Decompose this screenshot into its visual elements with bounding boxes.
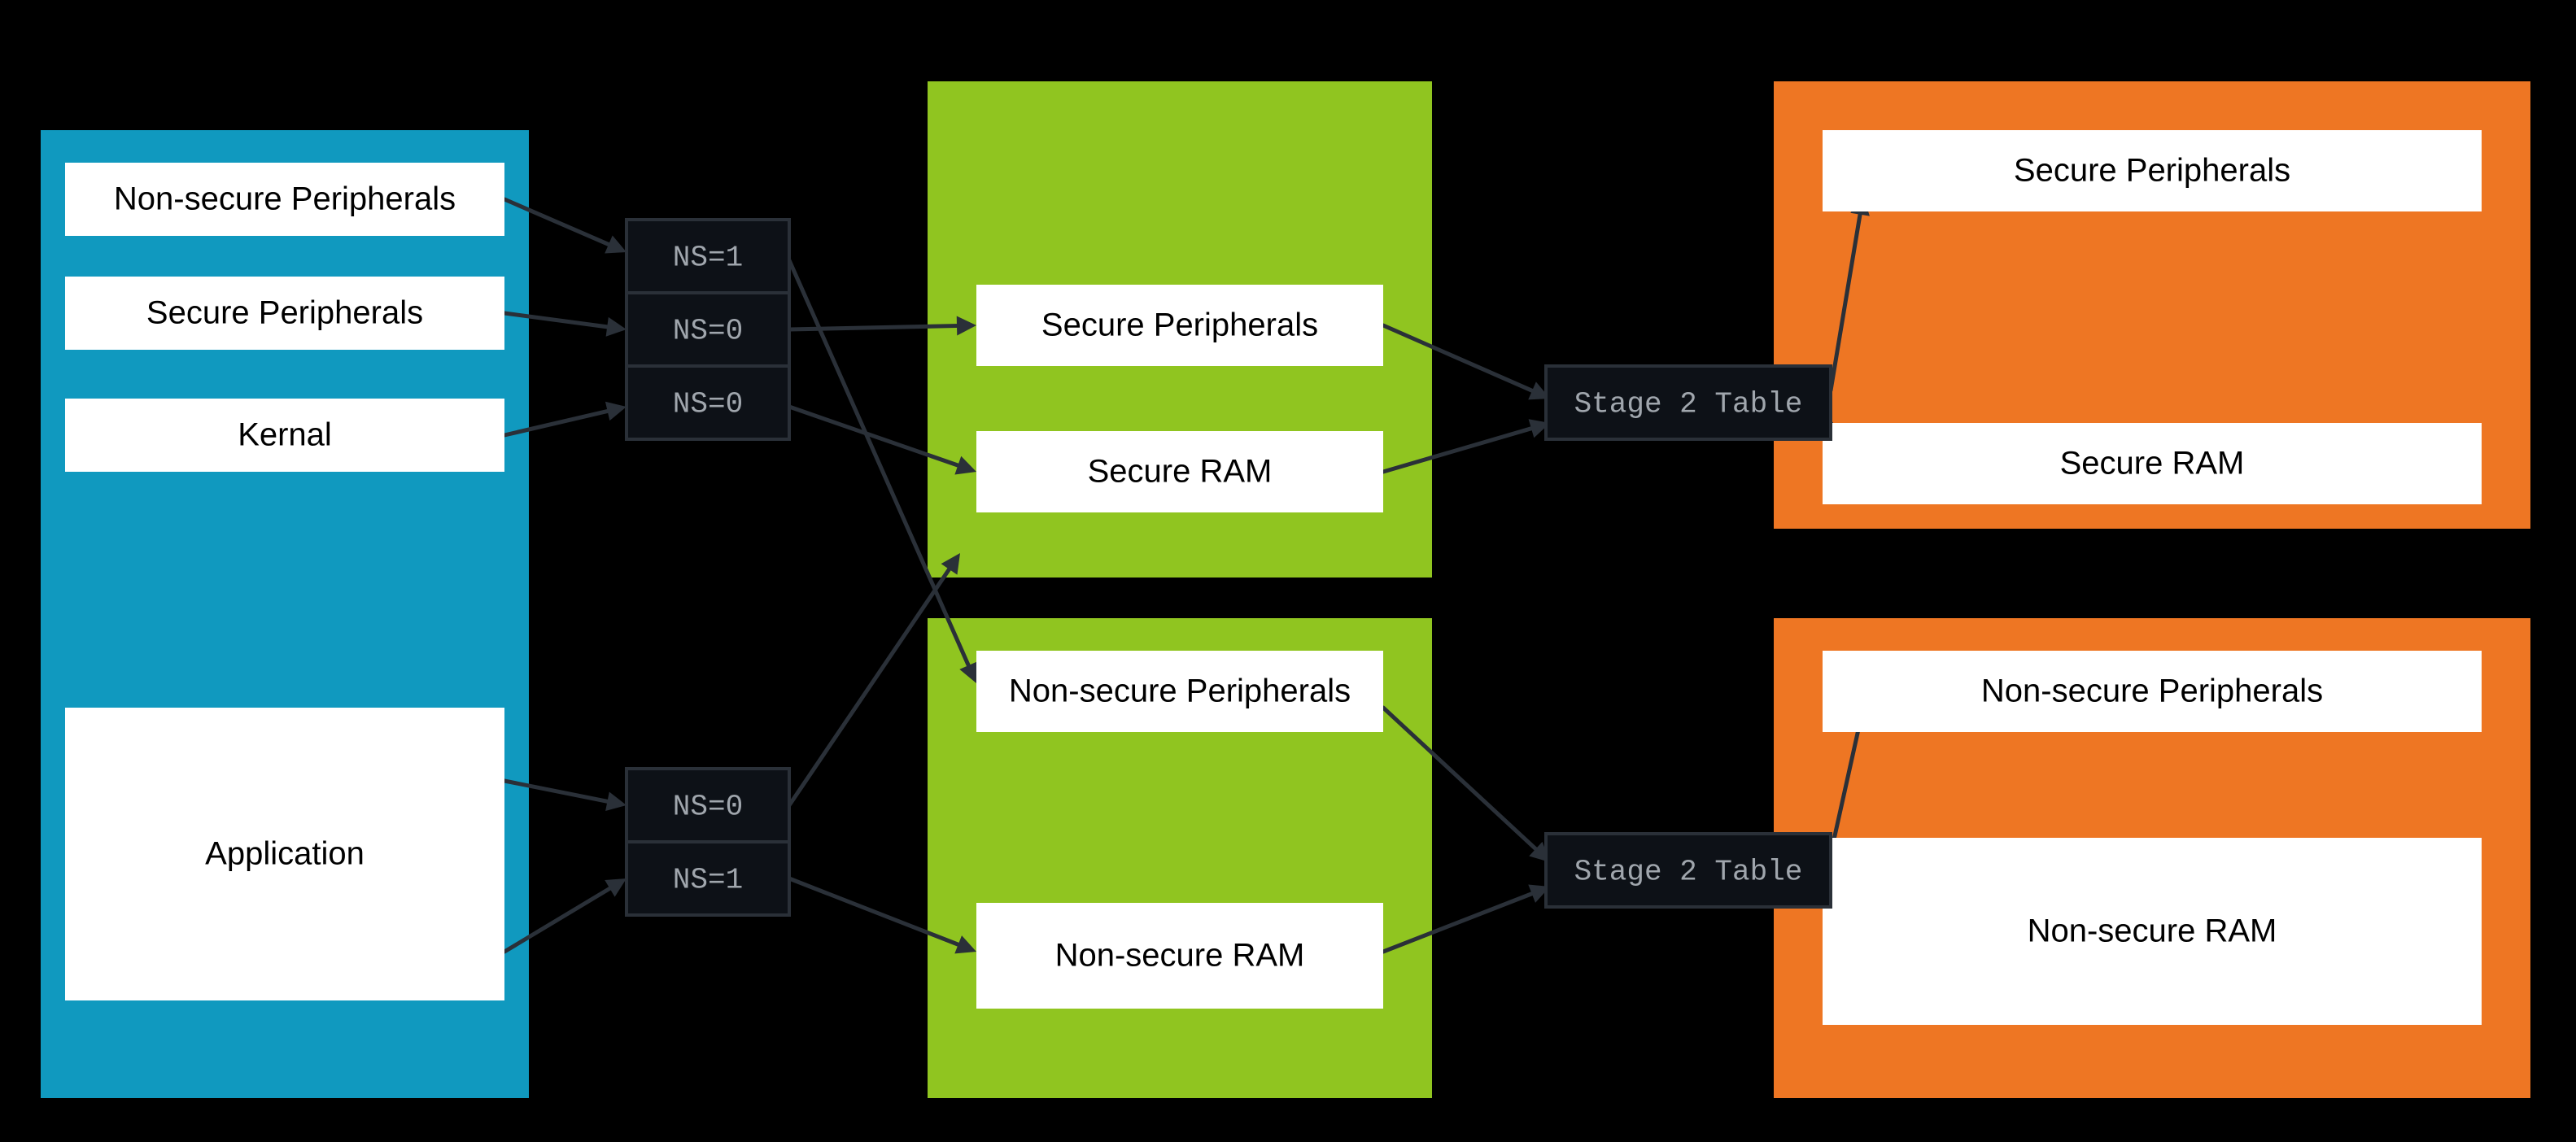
ns-bit-0-bot-label: NS=0 (673, 388, 743, 421)
pa-secure-peripherals-label: Secure Peripherals (2014, 153, 2290, 189)
ns-bit-0-app-top: NS=0 (627, 769, 789, 842)
pa-nonsecure-peripherals-label: Non-secure Peripherals (1981, 673, 2323, 709)
ns-bit-1-top: NS=1 (627, 220, 789, 293)
pa-secure-peripherals: Secure Peripherals (1823, 130, 2482, 211)
src-kernal-label: Kernal (238, 417, 332, 453)
stage2-table-nonsecure-label: Stage 2 Table (1574, 856, 1803, 889)
ns-bit-0-mid: NS=0 (627, 293, 789, 366)
ipa-secure-ram: Secure RAM (976, 431, 1383, 512)
ns-bit-0-bot: NS=0 (627, 366, 789, 439)
ipa-nonsecure-peripherals-label: Non-secure Peripherals (1009, 673, 1351, 709)
ipa-nonsecure-peripherals: Non-secure Peripherals (976, 651, 1383, 732)
src-secure-peripherals: Secure Peripherals (65, 277, 504, 350)
ns-bit-1-app-bot: NS=1 (627, 842, 789, 915)
src-nonsecure-peripherals: Non-secure Peripherals (65, 163, 504, 236)
src-kernal: Kernal (65, 399, 504, 472)
src-secure-peripherals-label: Secure Peripherals (146, 295, 423, 331)
src-application-label: Application (205, 836, 365, 872)
ipa-secure-peripherals-label: Secure Peripherals (1041, 307, 1318, 343)
pa-nonsecure-peripherals: Non-secure Peripherals (1823, 651, 2482, 732)
ns-bit-1-top-label: NS=1 (673, 242, 743, 275)
src-application: Application (65, 708, 504, 1000)
ipa-secure-peripherals: Secure Peripherals (976, 285, 1383, 366)
pa-secure-ram-label: Secure RAM (2060, 446, 2245, 482)
stage2-table-secure: Stage 2 Table (1546, 366, 1831, 439)
pa-nonsecure-ram-label: Non-secure RAM (2028, 913, 2277, 949)
pa-secure-ram: Secure RAM (1823, 423, 2482, 504)
ipa-secure-ram-label: Secure RAM (1088, 454, 1273, 490)
pa-nonsecure-ram: Non-secure RAM (1823, 838, 2482, 1025)
src-nonsecure-peripherals-label: Non-secure Peripherals (114, 181, 456, 217)
ns-bit-0-mid-label: NS=0 (673, 315, 743, 348)
stage2-table-secure-label: Stage 2 Table (1574, 388, 1803, 421)
ipa-nonsecure-ram: Non-secure RAM (976, 903, 1383, 1009)
ns-bit-0-app-top-label: NS=0 (673, 791, 743, 824)
stage2-table-nonsecure: Stage 2 Table (1546, 834, 1831, 907)
ipa-nonsecure-ram-label: Non-secure RAM (1055, 938, 1305, 974)
ns-bit-1-app-bot-label: NS=1 (673, 864, 743, 897)
